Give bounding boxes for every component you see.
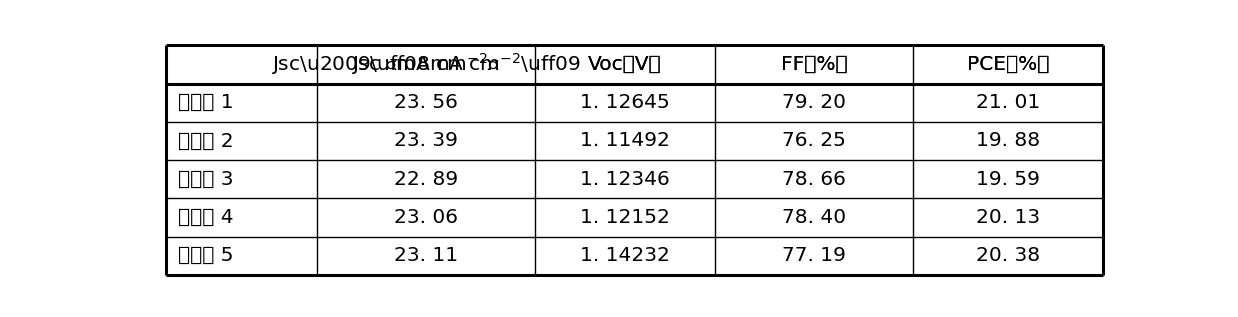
Text: 1. 12152: 1. 12152 [579, 208, 670, 227]
Text: 实施例 2: 实施例 2 [178, 132, 234, 151]
Text: 1. 12346: 1. 12346 [579, 170, 670, 189]
Text: 实施例 4: 实施例 4 [178, 208, 234, 227]
Text: 23. 56: 23. 56 [394, 93, 458, 112]
Text: 1. 11492: 1. 11492 [579, 132, 670, 151]
Text: 23. 11: 23. 11 [394, 246, 458, 265]
Text: 实施例 5: 实施例 5 [178, 246, 233, 265]
Text: 22. 89: 22. 89 [394, 170, 458, 189]
Text: PCE（%）: PCE（%） [967, 55, 1050, 74]
Text: 76. 25: 76. 25 [782, 132, 846, 151]
Text: 77. 19: 77. 19 [782, 246, 846, 265]
Text: 79. 20: 79. 20 [782, 93, 846, 112]
Text: Voc（V）: Voc（V） [588, 55, 661, 74]
Text: 19. 59: 19. 59 [976, 170, 1040, 189]
Text: 23. 06: 23. 06 [394, 208, 458, 227]
Text: FF（%）: FF（%） [781, 55, 847, 74]
Text: 19. 88: 19. 88 [976, 132, 1040, 151]
Text: Voc（V）: Voc（V） [588, 55, 661, 74]
Text: 20. 38: 20. 38 [976, 246, 1040, 265]
Text: Jsc （mA cm$^{-2}$）: Jsc （mA cm$^{-2}$） [352, 52, 500, 77]
Text: 1. 14232: 1. 14232 [579, 246, 670, 265]
Text: 78. 40: 78. 40 [782, 208, 846, 227]
Text: Jsc\u2009\uff08mA cm$^{-2}$\uff09: Jsc\u2009\uff08mA cm$^{-2}$\uff09 [271, 52, 581, 77]
Text: FF（%）: FF（%） [781, 55, 847, 74]
Text: 实施例 3: 实施例 3 [178, 170, 233, 189]
Text: 1. 12645: 1. 12645 [579, 93, 670, 112]
Text: 20. 13: 20. 13 [976, 208, 1040, 227]
Text: 23. 39: 23. 39 [394, 132, 458, 151]
Text: PCE（%）: PCE（%） [967, 55, 1050, 74]
Text: 21. 01: 21. 01 [976, 93, 1040, 112]
Text: 实施例 1: 实施例 1 [178, 93, 234, 112]
Text: 78. 66: 78. 66 [782, 170, 846, 189]
